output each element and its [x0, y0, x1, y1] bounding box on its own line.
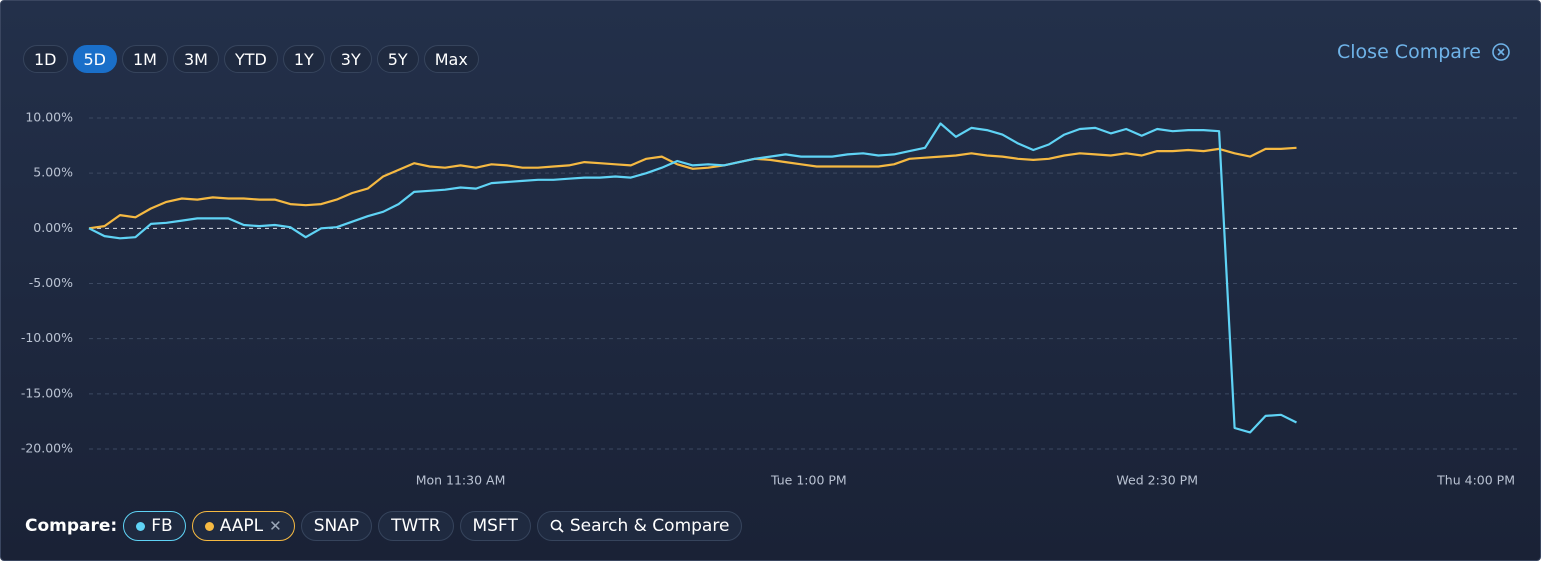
y-tick-label: 5.00% — [33, 165, 73, 180]
close-compare[interactable]: Close Compare — [1337, 41, 1511, 63]
search-label: Search & Compare — [569, 516, 730, 536]
y-tick-label: 10.00% — [25, 110, 73, 125]
x-tick-label: Wed 2:30 PM — [1116, 473, 1198, 488]
range-button[interactable]: 5Y — [376, 45, 419, 73]
range-button[interactable]: YTD — [223, 45, 278, 73]
x-tick-label: Mon 11:30 AM — [416, 473, 506, 488]
x-tick-label: Thu 4:00 PM — [1436, 473, 1515, 488]
close-compare-text: Close Compare — [1337, 41, 1481, 63]
range-buttons: 1D 5D 1M 3M YTD 1Y 3Y 5Y Max — [23, 45, 479, 73]
range-button[interactable]: 1M — [122, 45, 168, 73]
suggestion-chip[interactable]: MSFT — [459, 511, 531, 541]
x-tick-label: Tue 1:00 PM — [770, 473, 847, 488]
suggestion-label: TWTR — [391, 516, 441, 536]
y-tick-label: -20.00% — [21, 441, 73, 456]
series-line — [88, 146, 1297, 230]
range-button[interactable]: 5D — [72, 45, 117, 73]
search-icon — [550, 519, 564, 533]
range-button[interactable]: 3Y — [329, 45, 372, 73]
search-chip[interactable]: Search & Compare — [536, 511, 743, 541]
compare-label: Compare: — [25, 516, 118, 536]
y-tick-label: 0.00% — [33, 220, 73, 235]
range-button[interactable]: 1Y — [282, 45, 325, 73]
chart: 10.00% 5.00% 0.00% -5.00% -10.00% -15.00% -20.… — [21, 110, 1521, 488]
suggestion-label: SNAP — [313, 516, 360, 536]
compare-chip[interactable]: AAPL ✕ — [191, 511, 295, 541]
range-button[interactable]: Max — [423, 45, 479, 73]
legend-dot — [136, 521, 146, 531]
y-tick-label: -5.00% — [29, 275, 73, 290]
legend-label: FB — [151, 516, 173, 536]
legend-label: AAPL — [219, 516, 264, 536]
remove-icon[interactable]: ✕ — [269, 517, 282, 535]
suggestion-chip[interactable]: SNAP — [300, 511, 373, 541]
suggestion-label: MSFT — [472, 516, 518, 536]
range-button[interactable]: 3M — [172, 45, 219, 73]
close-icon — [1492, 43, 1510, 61]
compare-chip[interactable]: FB — [123, 511, 186, 541]
range-button[interactable]: 1D — [23, 45, 68, 73]
y-tick-label: -10.00% — [21, 330, 73, 345]
compare-bar: Compare: FB AAPL ✕ SNAP TWTR MSFT Search … — [25, 511, 743, 541]
y-tick-label: -15.00% — [21, 385, 73, 400]
legend-dot — [204, 521, 214, 531]
series-line — [88, 122, 1297, 434]
suggestion-chip[interactable]: TWTR — [378, 511, 454, 541]
